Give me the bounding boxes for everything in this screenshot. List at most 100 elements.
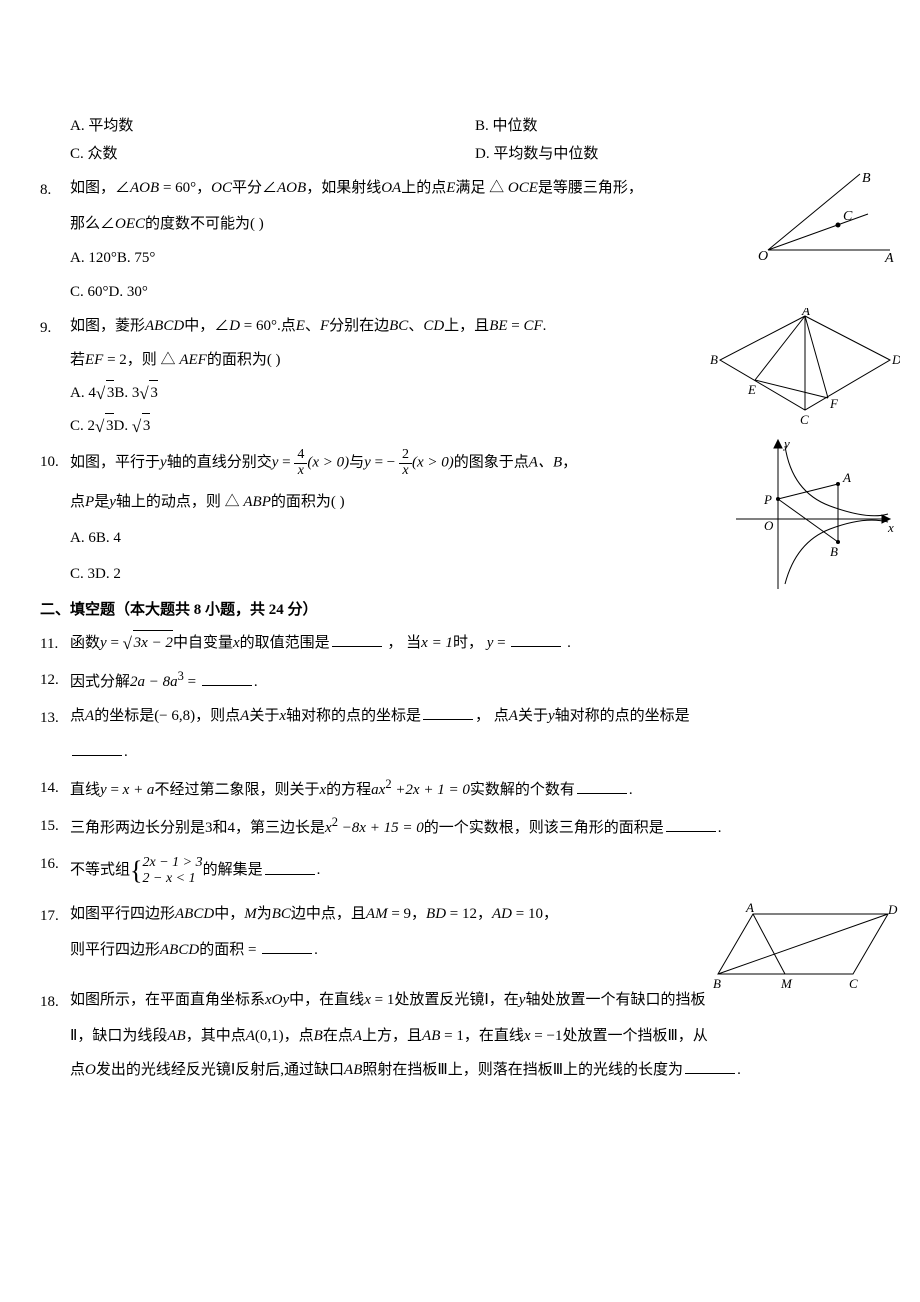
option-d: D. 平均数与中位数 <box>475 142 880 166</box>
t: 是 <box>94 494 109 510</box>
t: . <box>563 635 571 651</box>
t: ， <box>562 455 577 471</box>
t: 轴对称的点的坐标是 <box>286 708 421 724</box>
t: = 9， <box>388 906 426 922</box>
t: 是等腰三角形， <box>538 180 643 196</box>
t: 4 <box>294 448 307 464</box>
q12-body: 因式分解2a − 8a3 = . <box>70 666 880 694</box>
question-17: 17. 如图平行四边形ABCD中，M为BC边中点，且AM = 9，BD = 12… <box>40 902 880 962</box>
t: . <box>317 863 321 879</box>
t: AOB <box>130 180 159 196</box>
t: x <box>524 1028 531 1044</box>
option-row-cd: C. 众数 D. 平均数与中位数 <box>70 142 880 166</box>
t: (0,1) <box>255 1028 284 1044</box>
blank <box>72 741 122 756</box>
t: B <box>314 1028 323 1044</box>
lbl: O <box>764 518 774 533</box>
t: AM <box>366 906 388 922</box>
t: 的面积为( ) <box>207 352 281 368</box>
t: x <box>325 820 332 836</box>
q17-number: 17. <box>40 902 70 928</box>
t: . <box>543 318 547 334</box>
lbl-a: A <box>884 251 894 266</box>
t: ，如果射线 <box>306 180 381 196</box>
t: ，其中点 <box>186 1028 246 1044</box>
t: = − <box>371 455 399 471</box>
q9-figure: A B C D E F <box>710 308 900 428</box>
t: 的解集是 <box>203 863 263 879</box>
t: (x > 0) <box>412 455 454 471</box>
frac2: 2x <box>399 448 412 478</box>
t: 3 <box>142 413 151 438</box>
t: P <box>85 494 94 510</box>
lbl: E <box>747 382 756 397</box>
t: E <box>446 180 455 196</box>
t: = <box>107 635 123 651</box>
t: 如图，∠ <box>70 180 130 196</box>
lbl: A <box>745 902 754 915</box>
blank <box>332 632 382 647</box>
q13-body: 点A的坐标是(− 6,8)，则点A关于x轴对称的点的坐标是， 点A关于y轴对称的… <box>70 704 880 728</box>
t: AB <box>422 1028 440 1044</box>
q16-number: 16. <box>40 850 70 876</box>
lbl: x <box>887 520 894 535</box>
q17-figure: A D B C M <box>713 902 898 992</box>
t: 点 <box>70 1062 85 1078</box>
t: ， 点 <box>475 708 509 724</box>
t: . <box>737 1062 741 1078</box>
blank <box>202 671 252 686</box>
lbl: F <box>829 396 839 411</box>
blank <box>577 779 627 794</box>
t: 点 <box>70 494 85 510</box>
t: C. 2 <box>70 418 95 434</box>
t: (x > 0) <box>307 455 349 471</box>
t: = −1 <box>531 1028 563 1044</box>
t: 、 <box>305 318 320 334</box>
q16-body: 不等式组{2x − 1 > 32 − x < 1的解集是. <box>70 850 880 892</box>
t: OEC <box>115 216 145 232</box>
question-13: 13. 点A的坐标是(− 6,8)，则点A关于x轴对称的点的坐标是， 点A关于y… <box>40 704 880 764</box>
t: y <box>548 708 555 724</box>
q9-number: 9. <box>40 314 70 340</box>
t: 点 <box>70 708 85 724</box>
t: = <box>508 318 524 334</box>
t: 因式分解 <box>70 674 130 690</box>
section-2-heading: 二、填空题（本大题共 8 小题，共 24 分） <box>40 598 880 622</box>
t: 的面积为( ) <box>271 494 345 510</box>
t: = 12， <box>446 906 492 922</box>
t: 的图象于点 <box>454 455 529 471</box>
blank <box>262 939 312 954</box>
t: 照射在挡板Ⅲ上，则落在挡板Ⅲ上的光线的长度为 <box>362 1062 683 1078</box>
t: AB <box>344 1062 362 1078</box>
t: 2x − 1 > 3 <box>143 855 203 871</box>
t: 3 <box>106 380 115 405</box>
t: 上的点 <box>401 180 446 196</box>
t: 如图，菱形 <box>70 318 145 334</box>
lbl: B <box>830 544 838 559</box>
t: AD <box>492 906 512 922</box>
option-c: C. 众数 <box>70 142 475 166</box>
t: y <box>100 635 107 651</box>
t: 轴上的动点，则 △ <box>116 494 244 510</box>
t: 2 <box>399 448 412 464</box>
blank <box>511 632 561 647</box>
frac1: 4x <box>294 448 307 478</box>
t: ax <box>371 782 385 798</box>
t: 如图平行四边形 <box>70 906 175 922</box>
t: . <box>124 744 128 760</box>
t: 的坐标是(− 6,8)，则点 <box>94 708 240 724</box>
lbl-c: C <box>843 209 853 224</box>
q10-number: 10. <box>40 448 70 474</box>
t: 直线 <box>70 782 100 798</box>
q11-body: 函数y = 3x − 2中自变量x的取值范围是 ， 当x = 1时， y = . <box>70 630 880 655</box>
lbl-b: B <box>862 171 871 186</box>
t: 发出的光线经反光镜Ⅰ反射后,通过缺口 <box>96 1062 344 1078</box>
q11-number: 11. <box>40 630 70 656</box>
t: B. 3 <box>114 385 139 401</box>
t: BE <box>489 318 507 334</box>
t: 3 <box>105 413 114 438</box>
t: xOy <box>265 992 289 1008</box>
t: ， 当 <box>384 635 422 651</box>
t: 中， <box>214 906 244 922</box>
t: 关于 <box>518 708 548 724</box>
